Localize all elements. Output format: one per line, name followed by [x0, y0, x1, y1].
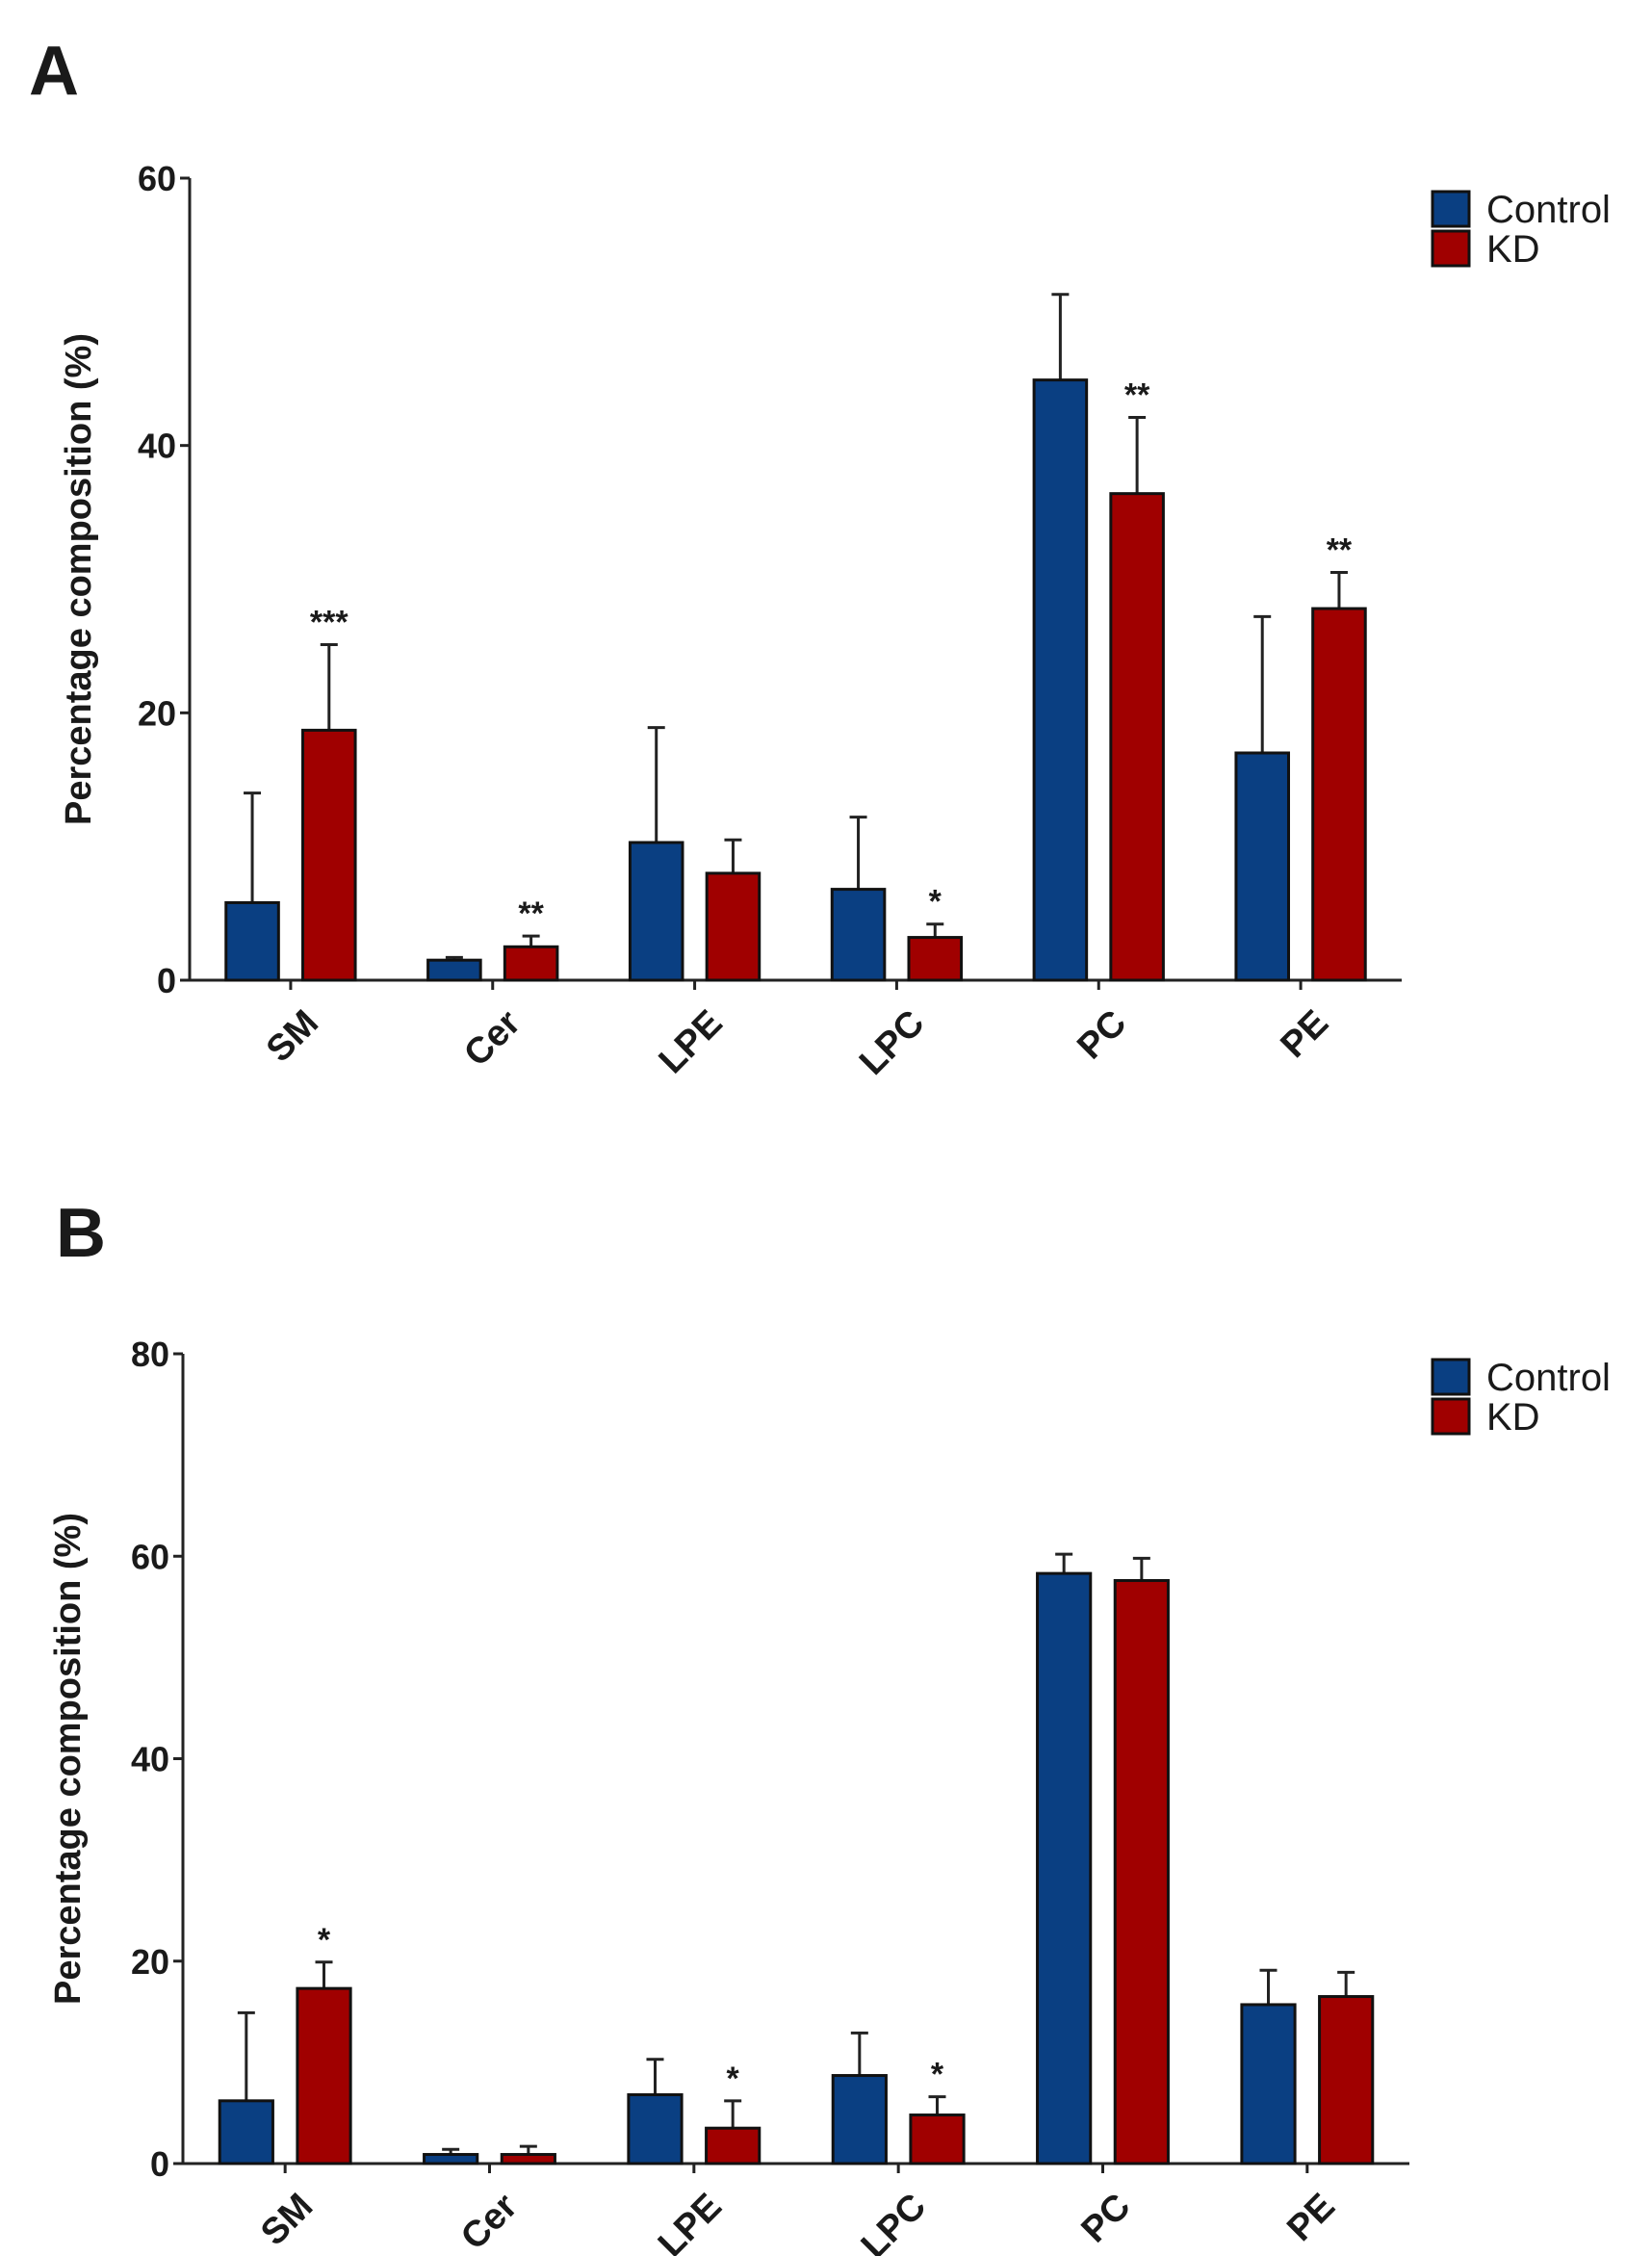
y-tick-label: 60: [131, 1537, 169, 1576]
bar: [224, 900, 280, 982]
y-tick-label: 80: [131, 1335, 169, 1374]
x-tick-label: LPE: [651, 2186, 730, 2256]
x-tick-label: LPE: [652, 1002, 731, 1081]
bar: [301, 728, 357, 982]
legend-label: KD: [1486, 1396, 1540, 1439]
y-tick-label: 0: [157, 961, 176, 1000]
x-tick-label: LPC: [854, 2186, 934, 2256]
bar: [907, 936, 964, 982]
bar: [628, 841, 684, 982]
x-tick-label: Cer: [453, 2186, 526, 2256]
legend-swatch: [1431, 1397, 1471, 1436]
significance-label: *: [929, 884, 942, 921]
bar: [1032, 378, 1089, 982]
x-tick-label: PE: [1274, 1002, 1337, 1066]
legend-label: KD: [1486, 228, 1540, 271]
x-tick-label: SM: [253, 2186, 321, 2253]
significance-label: **: [1327, 532, 1353, 569]
significance-label: ***: [310, 605, 348, 641]
bar: [1311, 607, 1367, 982]
chart: B Percentage composition (%) 0 20 40 60 80 SM * C…: [48, 1195, 1611, 2256]
panel-label: A: [29, 33, 79, 110]
legend-label: Control: [1486, 1357, 1611, 1399]
bar: [909, 2113, 966, 2165]
bar: [1240, 2003, 1297, 2165]
bar: [1318, 1995, 1375, 2165]
bar: [423, 2153, 479, 2165]
x-tick-label: SM: [259, 1002, 326, 1070]
bar: [1234, 751, 1290, 982]
legend-swatch: [1431, 190, 1471, 228]
x-tick-label: Cer: [456, 1002, 529, 1075]
legend-swatch: [1431, 1358, 1471, 1396]
significance-label: **: [1124, 377, 1150, 414]
bar: [830, 888, 887, 982]
y-axis-title: Percentage composition (%): [48, 1513, 89, 2005]
bar: [218, 2099, 274, 2165]
significance-label: *: [727, 2061, 740, 2097]
bar: [296, 1986, 352, 2165]
y-tick-label: 60: [138, 159, 176, 198]
x-tick-label: PC: [1070, 1002, 1134, 1067]
x-tick-label: LPC: [852, 1002, 932, 1082]
x-tick-label: PE: [1279, 2186, 1343, 2249]
y-tick-label: 40: [131, 1740, 169, 1779]
legend-label: Control: [1486, 189, 1611, 231]
significance-label: *: [318, 1922, 331, 1958]
y-axis-title: Percentage composition (%): [59, 333, 99, 825]
significance-label: *: [931, 2057, 944, 2093]
bar: [1036, 1571, 1093, 2165]
significance-label: **: [518, 895, 544, 932]
x-tick-label: PC: [1074, 2186, 1139, 2250]
bar: [705, 871, 761, 982]
y-tick-label: 40: [138, 427, 176, 466]
bar: [503, 945, 559, 982]
bar: [627, 2093, 684, 2165]
bar: [426, 958, 482, 982]
bar: [500, 2153, 556, 2165]
y-tick-label: 20: [131, 1942, 169, 1982]
legend-swatch: [1431, 229, 1471, 268]
bar: [1113, 1578, 1170, 2165]
y-tick-label: 20: [138, 693, 176, 733]
bar: [705, 2126, 761, 2165]
panel-label: B: [56, 1195, 106, 1272]
y-tick-label: 0: [150, 2144, 169, 2184]
bar: [1109, 492, 1165, 982]
bar: [831, 2074, 888, 2165]
